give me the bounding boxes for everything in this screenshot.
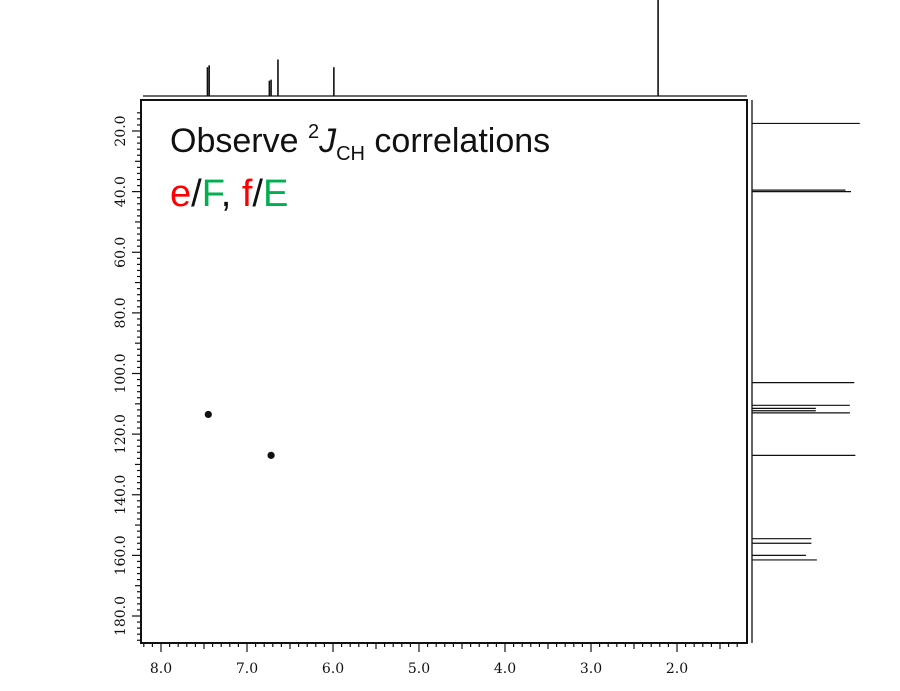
y-tick-label: 160.0 (113, 535, 129, 575)
x-tick-label: 3.0 (580, 661, 602, 677)
x-tick-label: 4.0 (494, 661, 516, 677)
subtitle-segment: F (202, 173, 224, 215)
x-tick-label: 6.0 (322, 661, 344, 677)
cross-peak-point (267, 451, 275, 459)
x-axis: 8.0 7.0 6.0 5.0 4.0 3.0 2.0 (143, 643, 738, 677)
top-projection-spectrum (143, 0, 747, 97)
y-axis: 20.0 40.0 60.0 80.0 100.0 120.0 140.0 160.0 180.… (113, 112, 141, 641)
x-tick-label: 2.0 (666, 661, 688, 677)
chart-annotation-subtitle: e/F, f/E (170, 173, 288, 215)
y-tick-label: 80.0 (113, 297, 129, 328)
y-tick-label: 120.0 (113, 414, 129, 454)
subtitle-segment: , (221, 173, 242, 215)
x-tick-label: 5.0 (408, 661, 430, 677)
y-tick-label: 40.0 (113, 176, 129, 207)
title-prefix: Observe (170, 122, 308, 160)
plot-frame (140, 99, 748, 644)
subtitle-segment: f (242, 173, 253, 215)
y-tick-label: 60.0 (113, 237, 129, 268)
x-tick-label: 7.0 (236, 661, 258, 677)
y-tick-label: 140.0 (113, 475, 129, 515)
subtitle-segment: E (263, 173, 288, 215)
x-tick-label: 8.0 (150, 661, 172, 677)
title-subscript: CH (336, 143, 365, 165)
y-tick-label: 20.0 (113, 115, 129, 146)
subtitle-segment: e (170, 173, 191, 215)
title-superscript: 2 (308, 121, 319, 143)
subtitle-segment: / (191, 173, 202, 215)
subtitle-segment: / (252, 173, 263, 215)
y-tick-label: 180.0 (113, 596, 129, 636)
cross-peak-layer (204, 410, 275, 459)
cross-peak-point (204, 410, 212, 419)
chart-annotation-title: Observe 2JCH correlations (170, 121, 550, 165)
title-italic: J (318, 122, 337, 160)
title-suffix: correlations (365, 122, 550, 160)
side-projection-spectrum (751, 100, 860, 643)
y-tick-label: 100.0 (113, 353, 129, 393)
